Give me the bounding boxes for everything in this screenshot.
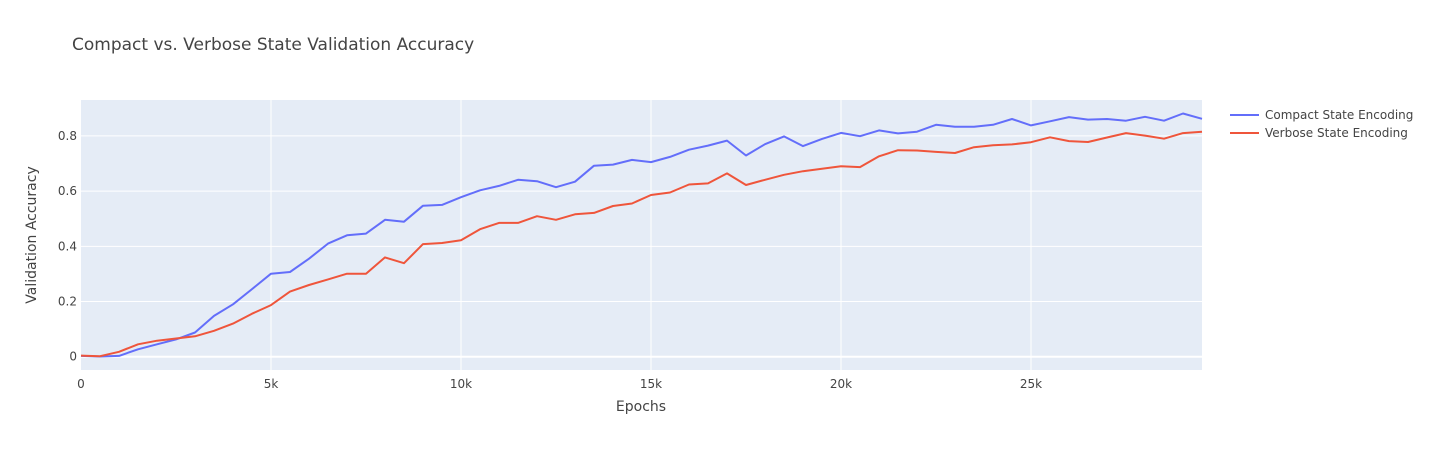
legend-label: Verbose State Encoding — [1265, 126, 1408, 140]
legend-item[interactable]: Verbose State Encoding — [1230, 126, 1408, 140]
x-tick-label: 5k — [264, 377, 279, 391]
grid-lines — [81, 100, 1202, 370]
x-tick-label: 20k — [830, 377, 852, 391]
legend-label: Compact State Encoding — [1265, 108, 1413, 122]
y-tick-label: 0.2 — [58, 295, 77, 309]
series-line-compact[interactable] — [80, 112, 1203, 358]
x-tick-label: 15k — [640, 377, 662, 391]
x-tick-label: 25k — [1020, 377, 1042, 391]
y-axis-label: Validation Accuracy — [24, 166, 40, 304]
y-tick-label: 0 — [69, 350, 77, 364]
series-lines — [80, 112, 1203, 358]
x-tick-label: 0 — [77, 377, 85, 391]
x-axis-label: Epochs — [616, 399, 666, 415]
series-line-verbose[interactable] — [80, 130, 1203, 358]
y-tick-label: 0.8 — [58, 129, 77, 143]
legend: Compact State Encoding Verbose State Enco… — [1230, 108, 1413, 140]
y-tick-label: 0.6 — [58, 184, 77, 198]
chart-title: Compact vs. Verbose State Validation Acc… — [72, 35, 474, 55]
legend-item[interactable]: Compact State Encoding — [1230, 108, 1413, 122]
tick-labels: 0 5k 10k 15k 20k 25k 0 0.2 0.4 0.6 0.8 — [58, 129, 1042, 391]
y-tick-label: 0.4 — [58, 239, 77, 253]
x-tick-label: 10k — [450, 377, 472, 391]
